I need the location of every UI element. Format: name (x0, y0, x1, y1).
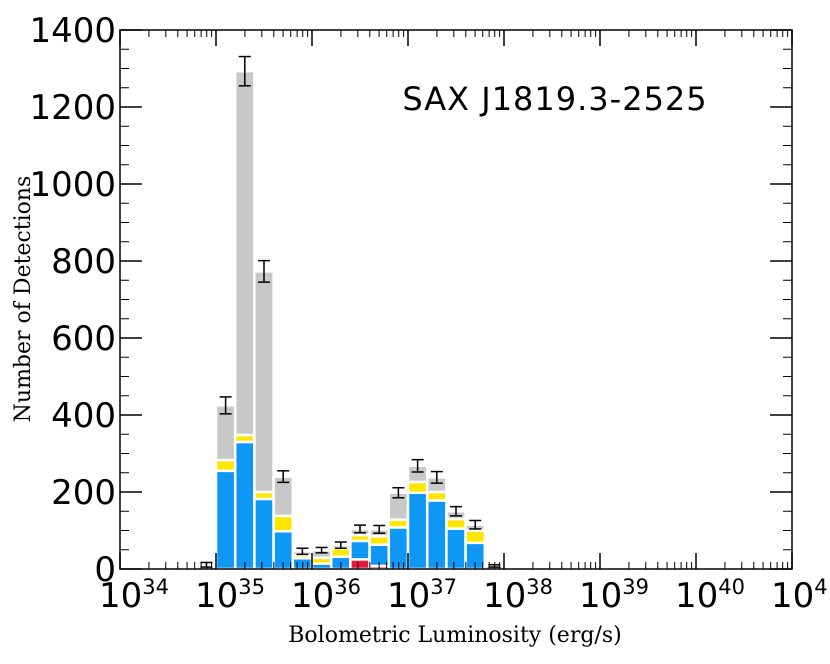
bar-blue-bin-17 (445, 527, 467, 571)
y-tick-label-800: 800 (51, 242, 116, 282)
y-tick-label-400: 400 (51, 396, 116, 436)
y-tick-label-600: 600 (51, 319, 116, 359)
bars-layer (118, 69, 506, 571)
bar-grey-bin-6 (233, 69, 256, 437)
bar-yellow-bin-15 (406, 480, 429, 495)
x-tick-label-34: 1034 (99, 575, 169, 616)
x-tick-label-40: 1040 (675, 575, 745, 616)
x-tick-label-38: 1038 (483, 575, 553, 616)
bar-blue-bin-6 (233, 440, 256, 571)
bar-yellow-bin-16 (425, 490, 448, 502)
x-tick-label-39: 1039 (579, 575, 649, 616)
bar-blue-bin-16 (425, 499, 448, 571)
bar-yellow-bin-8 (272, 514, 295, 533)
x-tick-label-35: 1035 (195, 575, 265, 616)
x-tick-label-41: 1041 (771, 575, 830, 616)
bar-red-bin-12 (349, 558, 371, 571)
x-tick-label-36: 1036 (291, 575, 361, 616)
y-axis-label: Number of Detections (11, 176, 36, 423)
y-tick-label-200: 200 (51, 473, 116, 513)
bar-yellow-bin-17 (445, 517, 467, 530)
bar-blue-bin-5 (214, 469, 237, 571)
x-axis-label: Bolometric Luminosity (erg/s) (288, 623, 621, 648)
bar-yellow-bin-13 (368, 535, 391, 546)
bar-blue-bin-15 (406, 491, 429, 571)
bar-yellow-bin-11 (329, 546, 352, 558)
ticks-layer (119, 29, 793, 570)
tick-labels-layer: 0 200 400 600 800 1000 1200 1400 1034 1035 1036 103… (29, 11, 830, 616)
y-tick-label-1400: 1400 (29, 11, 116, 51)
bar-yellow-bin-18 (464, 529, 487, 545)
error-bars-layer (200, 55, 501, 568)
y-tick-label-1200: 1200 (29, 88, 116, 128)
bar-blue-bin-7 (253, 497, 275, 571)
bar-grey-bin-7 (253, 270, 275, 494)
chart-title: SAX J1819.3-2525 (402, 80, 707, 118)
y-tick-label-0: 0 (94, 550, 116, 590)
bar-blue-bin-12 (349, 539, 371, 561)
bar-yellow-bin-5 (214, 458, 237, 473)
y-tick-label-1000: 1000 (29, 165, 116, 205)
x-tick-label-37: 1037 (387, 575, 457, 616)
